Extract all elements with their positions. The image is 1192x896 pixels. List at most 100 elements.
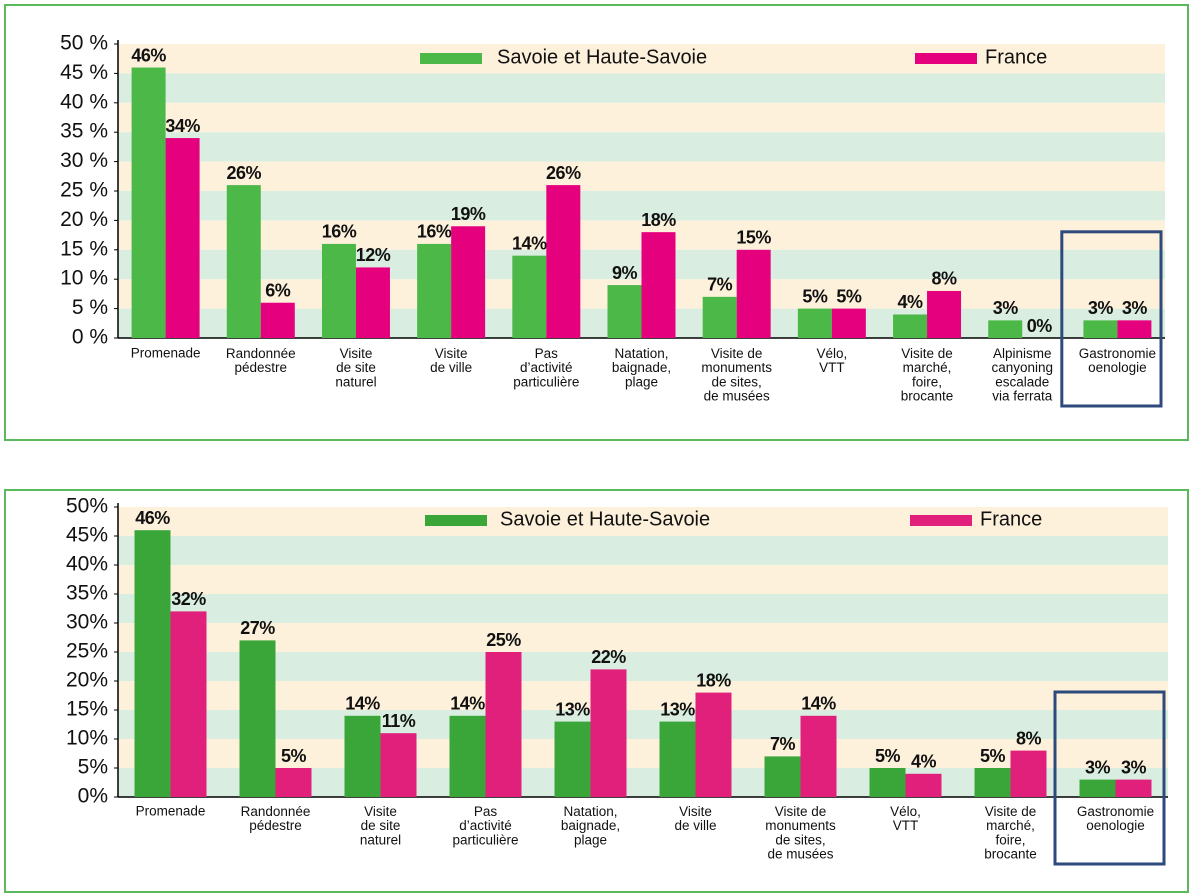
background-band [118, 44, 1165, 74]
x-tick-label: Visite de monuments de sites, de musées [765, 804, 836, 862]
value-label: 8% [1016, 728, 1042, 748]
value-label: 5% [836, 286, 862, 306]
y-tick-label: 45% [66, 524, 108, 547]
value-label: 5% [875, 746, 901, 766]
value-label: 4% [911, 752, 937, 772]
y-tick-label: 20 % [60, 208, 108, 231]
bar [695, 692, 732, 797]
legend-swatch [420, 53, 482, 64]
y-tick-label: 0 % [72, 326, 108, 349]
bar [260, 302, 295, 338]
background-band [118, 623, 1168, 652]
bar [275, 768, 312, 797]
value-label: 32% [171, 589, 206, 609]
bar [344, 715, 381, 797]
x-tick-label: Randonnée pédestre [226, 346, 296, 375]
value-label: 3% [993, 298, 1019, 318]
x-tick-label: Pas d’activité particulière [513, 346, 579, 389]
background-band [118, 594, 1168, 623]
y-tick-label: 10 % [60, 267, 108, 290]
x-tick-label: Pas d’activité particulière [452, 804, 518, 847]
bar [134, 530, 171, 797]
value-label: 5% [281, 746, 307, 766]
y-tick-label: 35% [66, 582, 108, 605]
x-tick-label: Vélo, VTT [816, 346, 847, 375]
background-band [118, 191, 1165, 221]
value-label: 7% [770, 734, 796, 754]
background-band [118, 161, 1165, 191]
bar [417, 243, 452, 338]
bar [988, 320, 1023, 338]
bar [607, 285, 642, 338]
value-label: 6% [265, 280, 291, 300]
bar [869, 768, 906, 797]
value-label: 15% [736, 228, 771, 248]
value-label: 19% [451, 204, 486, 224]
bar [831, 308, 866, 338]
x-tick-label: Visite de marché, foire, brocante [984, 804, 1037, 862]
x-tick-label: Promenade [131, 346, 201, 361]
value-label: 3% [1121, 757, 1147, 777]
highlight-box [1060, 230, 1163, 408]
x-tick-label: Gastronomie oenologie [1077, 804, 1154, 833]
x-tick-label: Natation, baignade, plage [612, 346, 671, 389]
y-tick-label: 30 % [60, 149, 108, 172]
value-label: 18% [641, 210, 676, 230]
y-tick-label: 45 % [60, 61, 108, 84]
background-band [118, 565, 1168, 594]
value-label: 14% [801, 694, 836, 714]
bar [554, 721, 591, 797]
background-band [118, 739, 1168, 768]
value-label: 13% [660, 699, 695, 719]
bar [702, 296, 737, 338]
bar [927, 290, 962, 338]
legend-swatch [915, 53, 977, 64]
y-tick-label: 0% [78, 785, 108, 808]
y-tick-label: 25 % [60, 179, 108, 202]
y-tick-label: 30% [66, 611, 108, 634]
legend-label: Savoie et Haute-Savoie [497, 46, 707, 68]
legend-label: Savoie et Haute-Savoie [500, 508, 710, 530]
bar [380, 733, 417, 797]
bar [449, 715, 486, 797]
x-tick-label: Promenade [136, 804, 206, 819]
y-tick-label: 15 % [60, 237, 108, 260]
bar [321, 243, 356, 338]
value-label: 11% [382, 711, 416, 731]
bar [512, 255, 547, 338]
value-label: 22% [591, 647, 626, 667]
x-tick-label: Visite de site naturel [335, 346, 376, 389]
value-label: 18% [696, 670, 731, 690]
background-band [118, 73, 1165, 103]
x-tick-label: Visite de monuments de sites, de musées [701, 346, 772, 404]
value-label: 26% [227, 163, 262, 183]
value-label: 8% [932, 269, 958, 289]
y-tick-label: 10% [66, 727, 108, 750]
x-tick-label: Gastronomie oenologie [1079, 346, 1156, 375]
bar [736, 249, 771, 338]
value-label: 14% [345, 694, 380, 714]
value-label: 5% [980, 746, 1006, 766]
legend-swatch [910, 515, 972, 526]
value-label: 9% [612, 263, 638, 283]
legend-label: France [985, 46, 1047, 68]
background-band [118, 710, 1168, 739]
bar [800, 715, 837, 797]
y-tick-label: 40 % [60, 90, 108, 113]
legend-swatch [425, 515, 487, 526]
value-label: 34% [165, 116, 200, 136]
background-band [118, 132, 1165, 162]
bar [905, 773, 942, 797]
value-label: 3% [1085, 757, 1111, 777]
legend-label: France [980, 508, 1042, 530]
value-label: 46% [135, 508, 170, 528]
bar [546, 185, 581, 338]
bar [1079, 779, 1116, 797]
bar [1083, 320, 1118, 338]
bar [893, 314, 928, 338]
y-tick-label: 5% [78, 756, 108, 779]
bar [1010, 750, 1047, 797]
bar [355, 267, 390, 338]
background-band [118, 681, 1168, 710]
bar [1117, 320, 1152, 338]
